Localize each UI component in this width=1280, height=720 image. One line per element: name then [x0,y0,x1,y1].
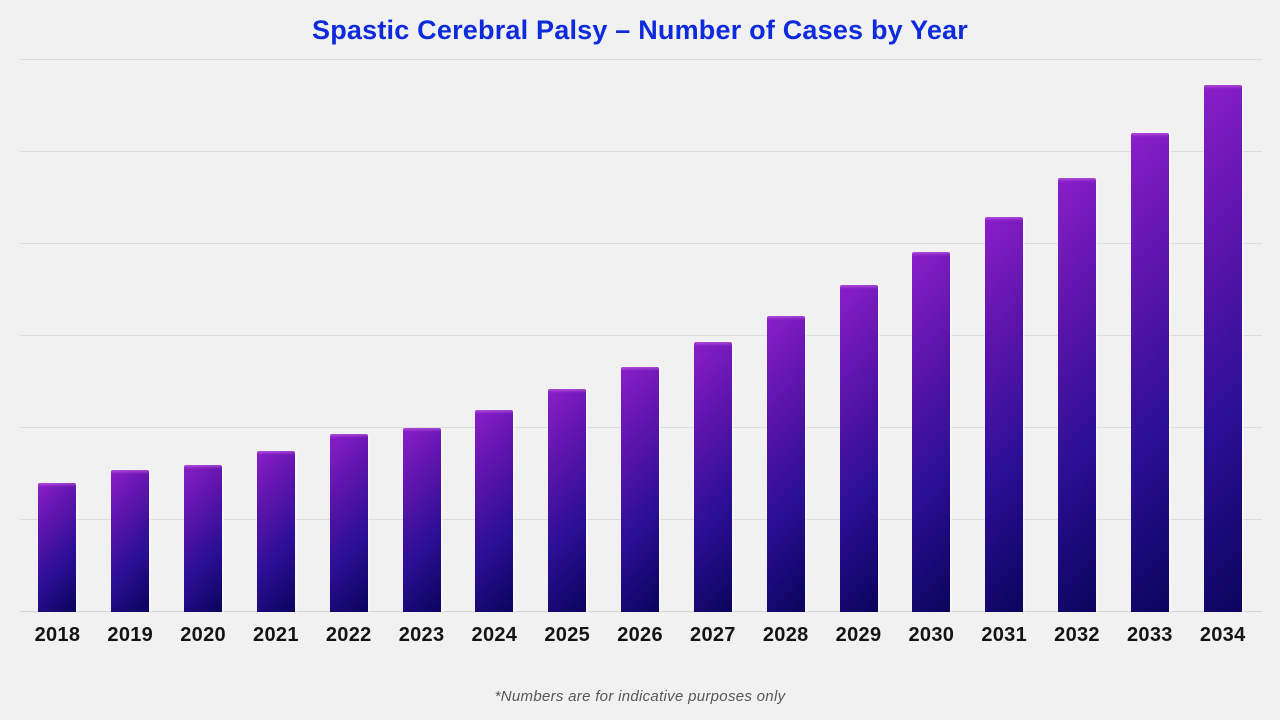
bar-column-2019 [94,60,167,612]
plot-area [0,59,1280,612]
bar-2030 [912,252,951,612]
x-tick-label-2018: 2018 [34,624,81,646]
bar-column-2024 [458,60,531,612]
bar-2020 [184,464,223,612]
x-tick-label-2025: 2025 [544,624,591,646]
bar-column-2025 [531,60,604,612]
gridline [20,335,1262,336]
bar-column-2034 [1186,60,1259,612]
x-tick-label-2023: 2023 [398,624,445,646]
x-tick-label-2034: 2034 [1199,624,1246,646]
footnote: *Numbers are for indicative purposes onl… [494,688,786,705]
title-row: Spastic Cerebral Palsy – Number of Cases… [0,0,1280,60]
bar-column-2033 [1113,60,1186,612]
bar-2028 [766,315,805,612]
bar-column-2029 [822,60,895,612]
x-tick-label-2029: 2029 [835,624,882,646]
gridline [20,243,1262,244]
x-tick-label-2031: 2031 [981,624,1028,646]
footnote-row: *Numbers are for indicative purposes onl… [0,688,1280,706]
x-tick-label-2024: 2024 [471,624,518,646]
x-tick-label-2030: 2030 [908,624,955,646]
bar-2032 [1058,177,1096,612]
bar-2019 [111,470,150,612]
bar-2024 [475,409,514,612]
x-tick-label-2026: 2026 [617,624,663,646]
bar-column-2030 [895,60,968,612]
x-tick-label-2033: 2033 [1126,624,1173,646]
bar-2027 [693,342,732,612]
bar-2034 [1203,84,1242,612]
bar-2021 [256,451,295,612]
bar-column-2026 [604,60,677,612]
bar-2029 [839,285,878,612]
bar-2018 [38,483,77,612]
bar-column-2023 [385,60,458,612]
bar-column-2022 [312,60,385,612]
bar-2026 [621,367,660,612]
x-tick-label-2019: 2019 [107,624,154,646]
bar-2025 [548,389,587,612]
x-tick-label-2027: 2027 [690,624,736,646]
bar-column-2028 [749,60,822,612]
bar-column-2021 [239,60,312,612]
bar-column-2018 [21,60,94,612]
bar-2022 [329,434,368,612]
gridline [20,59,1262,60]
bar-column-2031 [968,60,1041,612]
bar-2023 [402,428,441,612]
x-tick-label-2021: 2021 [253,624,299,646]
bar-column-2020 [167,60,240,612]
x-tick-label-2032: 2032 [1054,624,1100,646]
bar-2031 [985,217,1024,612]
bars-container [21,60,1259,612]
chart-title: Spastic Cerebral Palsy – Number of Cases… [312,14,968,45]
x-tick-label-2028: 2028 [762,624,809,646]
x-tick-label-2020: 2020 [180,624,226,646]
bar-2033 [1130,132,1169,612]
bar-column-2032 [1041,60,1114,612]
x-tick-label-2022: 2022 [325,624,372,646]
gridline [20,151,1262,152]
x-axis-labels: 2018 2019 2020 2021 2022 2023 2024 2025 2026 2027… [21,612,1259,658]
bar-column-2027 [676,60,749,612]
